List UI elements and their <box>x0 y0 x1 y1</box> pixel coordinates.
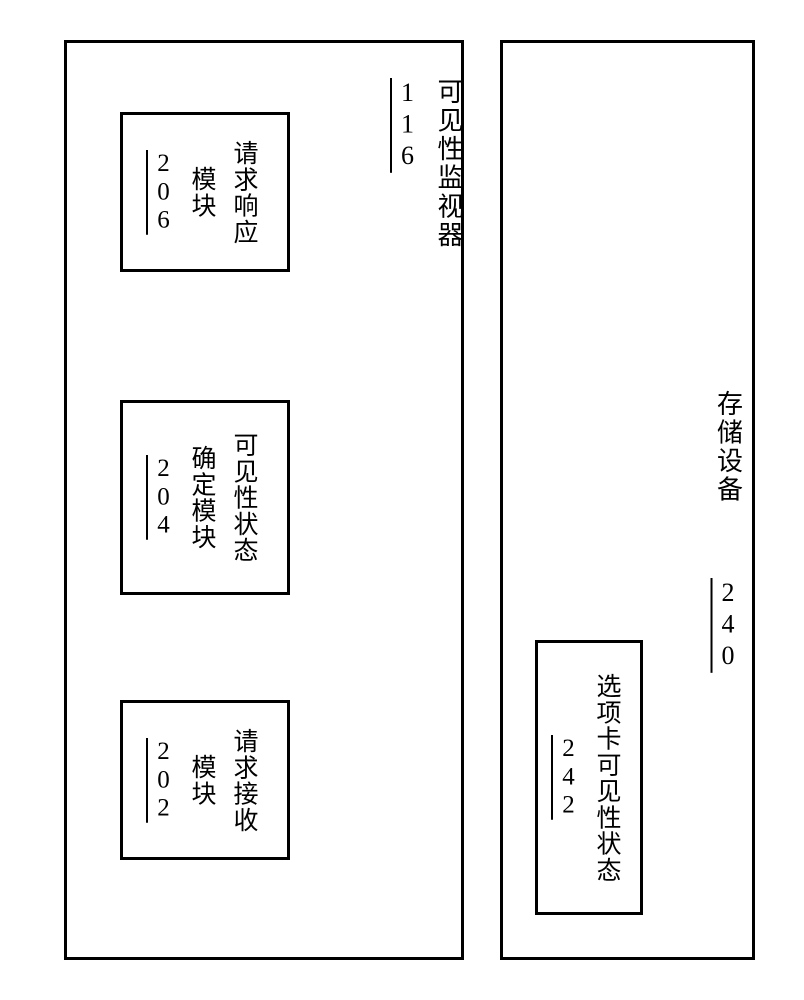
request-receive-module-line2: 模块 <box>183 754 219 807</box>
tab-visibility-state-line1: 选项卡可见性状态 <box>588 673 624 883</box>
request-response-module-line2: 模块 <box>183 166 219 219</box>
storage-device-title-id: 240 <box>714 578 743 673</box>
visibility-state-determine-module-line1: 可见性状态 <box>225 432 261 563</box>
visibility-state-determine-module: 204 确定模块 可见性状态 <box>120 400 290 595</box>
storage-device-title: 存储设备 240 <box>710 390 747 673</box>
visibility-monitor-title-label: 可见性监视器 <box>430 78 467 250</box>
diagram-canvas: 可见性监视器 116 206 模块 请求响应 204 确定模块 可见性状态 20… <box>0 0 804 1000</box>
request-response-module-id: 206 <box>149 150 177 235</box>
visibility-monitor-title-id: 116 <box>392 78 422 173</box>
request-receive-module-line1: 请求接收 <box>225 728 261 833</box>
visibility-state-determine-module-line2: 确定模块 <box>183 445 219 550</box>
tab-visibility-state: 242 选项卡可见性状态 <box>535 640 643 915</box>
tab-visibility-state-id: 242 <box>554 735 582 820</box>
request-receive-module-id: 202 <box>149 738 177 823</box>
request-response-module: 206 模块 请求响应 <box>120 112 290 272</box>
storage-device-title-label: 存储设备 <box>714 390 743 504</box>
visibility-monitor-title: 可见性监视器 116 <box>392 78 467 250</box>
visibility-state-determine-module-id: 204 <box>149 455 177 540</box>
request-response-module-line1: 请求响应 <box>225 140 261 245</box>
request-receive-module: 202 模块 请求接收 <box>120 700 290 860</box>
